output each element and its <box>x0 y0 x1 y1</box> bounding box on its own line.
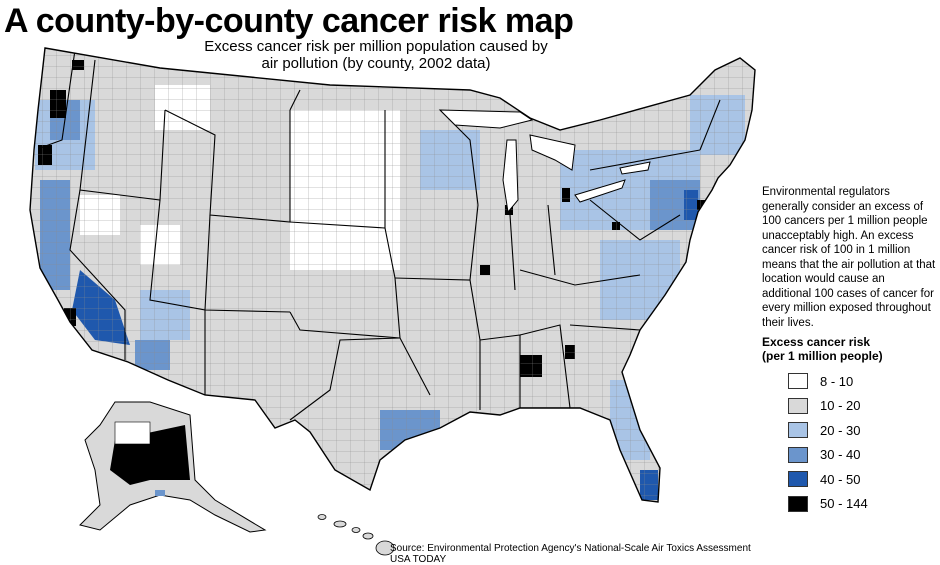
legend-swatch <box>788 397 808 414</box>
source-credit: Source: Environmental Protection Agency'… <box>390 543 751 565</box>
legend-item: 20 - 30 <box>788 418 868 443</box>
legend-item: 10 - 20 <box>788 394 868 419</box>
legend-swatch <box>788 373 808 390</box>
legend-title: Excess cancer risk (per 1 million people… <box>762 335 883 363</box>
map-subtitle: Excess cancer risk per million populatio… <box>196 38 556 72</box>
legend-swatch <box>788 495 808 512</box>
legend-label: 8 - 10 <box>820 373 854 389</box>
legend-label: 50 - 144 <box>820 496 868 512</box>
source-line-1: Source: Environmental Protection Agency'… <box>390 543 751 554</box>
legend-swatch <box>788 446 808 463</box>
legend-label: 10 - 20 <box>820 398 861 414</box>
legend-swatch <box>788 471 808 488</box>
legend-item: 50 - 144 <box>788 492 868 517</box>
legend-item: 30 - 40 <box>788 443 868 468</box>
legend-label: 30 - 40 <box>820 447 861 463</box>
legend-swatch <box>788 422 808 439</box>
source-line-2: USA TODAY <box>390 554 447 565</box>
alaska-region <box>79 401 267 533</box>
legend-item: 8 - 10 <box>788 369 868 394</box>
legend-item: 40 - 50 <box>788 467 868 492</box>
hawaii-region <box>317 514 395 556</box>
subtitle-line-1: Excess cancer risk per million populatio… <box>204 38 548 55</box>
legend-label: 20 - 30 <box>820 422 861 438</box>
legend: 8 - 10 10 - 20 20 - 30 30 - 40 40 - 50 5… <box>788 369 868 516</box>
risk-explanation-note: Environmental regulators generally consi… <box>762 186 936 329</box>
legend-title-line-1: Excess cancer risk <box>762 335 871 349</box>
map-title: A county-by-county cancer risk map <box>4 2 574 40</box>
legend-label: 40 - 50 <box>820 471 861 487</box>
subtitle-line-2: air pollution (by county, 2002 data) <box>261 55 491 72</box>
legend-title-line-2: (per 1 million people) <box>762 349 883 363</box>
